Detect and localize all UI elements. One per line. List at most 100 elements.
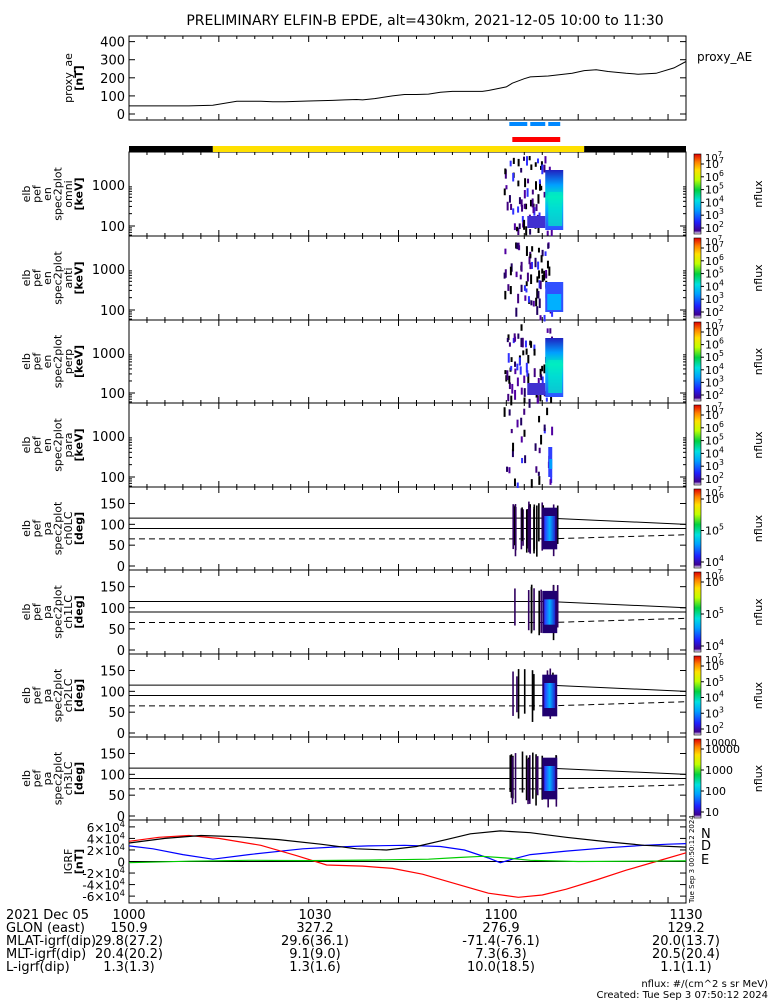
en-ytick-label-2-1: 1000 [92,263,125,278]
en-pixel-3-47 [541,376,544,385]
cb-tick-label-5-1: 105 [705,523,724,538]
igrf-legend-N: N [701,827,711,842]
en-pixel-2-18 [531,261,534,269]
panel-frame-4 [128,402,687,488]
ae-ytick-label-2: 200 [100,72,125,87]
en-ytick-label-1-1: 1000 [92,179,125,194]
ylabel-3-5: [keV] [73,345,86,378]
ylabel-2-2: en [41,271,54,285]
en-pixel-3-26 [520,337,523,348]
en-pixel-2-48 [529,262,532,270]
cb-tick-label-5-2: 106 [705,491,724,506]
ae-ytick-label-0: 0 [117,108,125,123]
en-pixel-1-52 [544,156,547,164]
en-pixel-3-37 [510,365,513,371]
cb-tick-label-2-5: 107 [705,240,724,255]
ylabel-4-2: en [41,438,54,452]
pa-speck-6-5 [530,584,533,632]
en-pixel-3-8 [510,357,513,362]
en-pixel-1-9 [529,199,532,207]
ylabel-3-2: en [41,355,54,369]
ylabel-8-5: [deg] [73,762,86,795]
pa-speck-7-8 [512,671,514,716]
cb-label-5: nflux [752,514,765,542]
en-core-hi-3 [548,360,563,393]
ylabel-6-2: pa [41,605,54,619]
pa-core-5 [544,516,556,541]
en-pixel-2-55 [532,300,535,307]
en-pixel-4-40 [512,442,515,452]
cb-tick-label-1-3: 105 [705,182,724,197]
pa-speck-8-19 [541,755,544,800]
pa-speck-7-3 [517,669,520,719]
en-pixel-2-43 [515,271,518,278]
ylabel-4-4: para [62,433,75,458]
en-pixel-3-50 [514,389,517,400]
pa-ytick-label-7-0: 0 [117,727,125,742]
en-ytick-label-2-0: 100 [100,304,125,319]
en-pixel-2-67 [516,242,519,250]
ylabel-1-1: pef [31,184,44,203]
orbit-bar-night-2 [584,146,686,152]
en-pixel-4-13 [535,466,538,473]
cb-tick-label-4-4: 106 [705,420,724,435]
en-pixel-2-62 [539,315,542,321]
cb-tick-label-7-4: 106 [705,658,724,673]
ylabel-7-1: pef [31,686,44,705]
cb-max-label-5: 107 [705,485,722,499]
orbit-bar-sunlit [212,146,585,152]
en-pixel-1-69 [504,168,507,175]
en-pixel-2-64 [515,242,518,249]
cb-tick-label-1-0: 102 [705,220,724,235]
proxy-ae-line [129,61,687,107]
en-pixel-3-46 [508,342,511,347]
en-pixel-4-39 [546,407,549,416]
en-pixel-2-58 [507,284,510,291]
cb-tick-label-8-3: 10000 [705,743,740,756]
en-pixel-2-29 [541,274,544,282]
en-pixel-4-10 [520,436,523,443]
en-pixel-2-54 [520,284,523,293]
en-pixel-1-48 [517,158,520,167]
ylabel-5-3: spec2plot [52,501,65,555]
en-pixel-3-52 [525,362,528,373]
en-core-hi-2 [547,294,562,310]
cb-max-label-1: 107 [705,150,722,164]
pa-speck-6-8 [540,589,542,633]
en-pixel-2-25 [524,295,527,301]
ylabel-8-1: pef [31,769,44,788]
ylabel-6-3: spec2plot [52,585,65,639]
en-pixel-2-51 [509,266,512,276]
en-pixel-3-12 [528,398,531,408]
en-pixel-1-28 [532,206,535,214]
en-pixel-1-42 [505,185,508,190]
colorbar-5 [693,488,702,569]
cb-max-label-7: 107 [705,652,722,666]
cb-max-label-3: 107 [705,318,722,332]
en-pixel-2-28 [537,247,540,253]
igrf-ytick-label-3: 0 [117,856,125,870]
en-pixel-3-44 [514,368,517,375]
pa-ytick-label-6-2: 100 [100,602,125,617]
ylabel-2-4: anti [62,267,75,288]
en-pixel-3-14 [536,395,539,404]
pa-speck-7-7 [523,669,526,714]
cb-tick-label-7-3: 105 [705,674,724,689]
pa-speck-6-7 [538,590,540,636]
cb-label-8: nflux [752,764,765,792]
en-pixel-1-62 [538,179,541,185]
en-pixel-3-15 [539,394,542,402]
en-pixel-2-10 [525,288,528,293]
en-pixel-1-56 [529,229,532,235]
ylabel-5-1: pef [31,519,44,538]
igrf-series-D [128,834,687,898]
en-pixel-3-28 [543,364,546,374]
colorbar-6 [693,571,702,653]
igrf-ytick-label-5: 4×104 [87,830,125,846]
igrf-legend-D: D [701,839,711,854]
cb-tick-label-8-2: 1000 [705,764,733,777]
en-pixel-4-5 [538,447,541,454]
cb-max-label-8: 10000 [705,738,737,749]
en-pixel-2-36 [509,286,512,295]
en-pixel-2-1 [543,270,546,281]
